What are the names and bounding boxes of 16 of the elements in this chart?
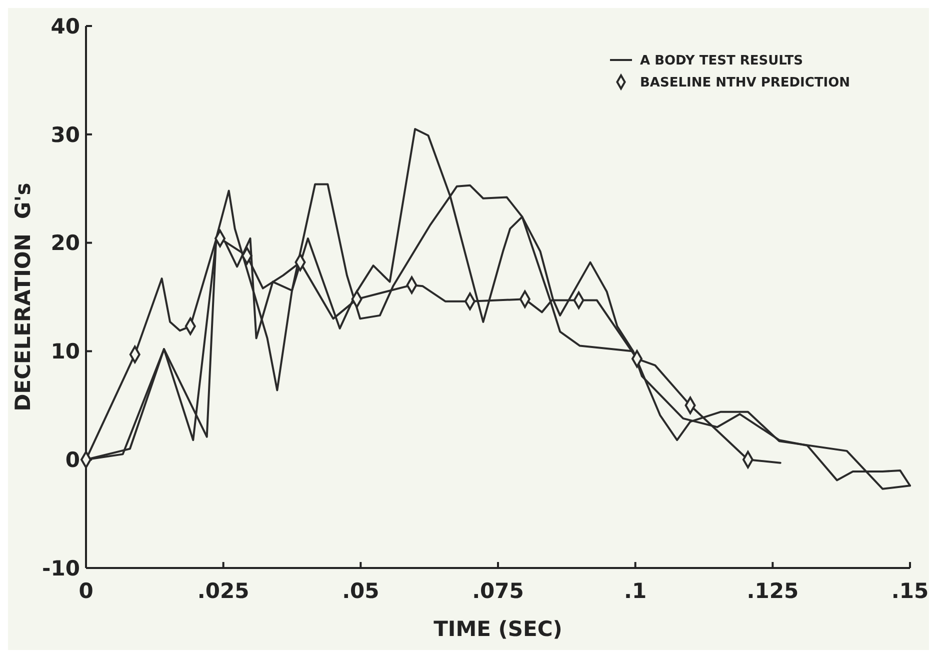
y-tick-label: 30: [50, 122, 80, 147]
x-tick-label: .15: [891, 579, 929, 603]
x-tick-label: .1: [624, 579, 647, 603]
y-tick-label: 20: [50, 231, 80, 256]
x-tick-label: .075: [472, 579, 524, 603]
x-axis-title: TIME (SEC): [434, 617, 562, 641]
x-tick-label: .125: [746, 579, 799, 603]
legend-label: A BODY TEST RESULTS: [640, 54, 804, 69]
y-tick-label: -10: [42, 556, 80, 580]
y-tick-label: 40: [50, 14, 80, 38]
y-tick-label: 0: [65, 448, 80, 472]
y-tick-label: 10: [50, 340, 80, 364]
x-tick-label: .05: [342, 579, 380, 603]
x-tick-label: .025: [197, 579, 250, 603]
y-axis-title: DECELERATION G's: [11, 182, 35, 412]
legend-label: BASELINE NTHV PREDICTION: [640, 76, 850, 91]
